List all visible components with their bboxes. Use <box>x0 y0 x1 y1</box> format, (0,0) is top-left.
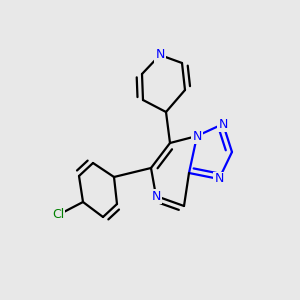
Text: N: N <box>218 118 228 130</box>
Text: N: N <box>151 190 161 202</box>
Text: N: N <box>192 130 202 142</box>
Text: N: N <box>155 49 165 62</box>
Text: N: N <box>214 172 224 185</box>
Text: Cl: Cl <box>52 208 64 221</box>
